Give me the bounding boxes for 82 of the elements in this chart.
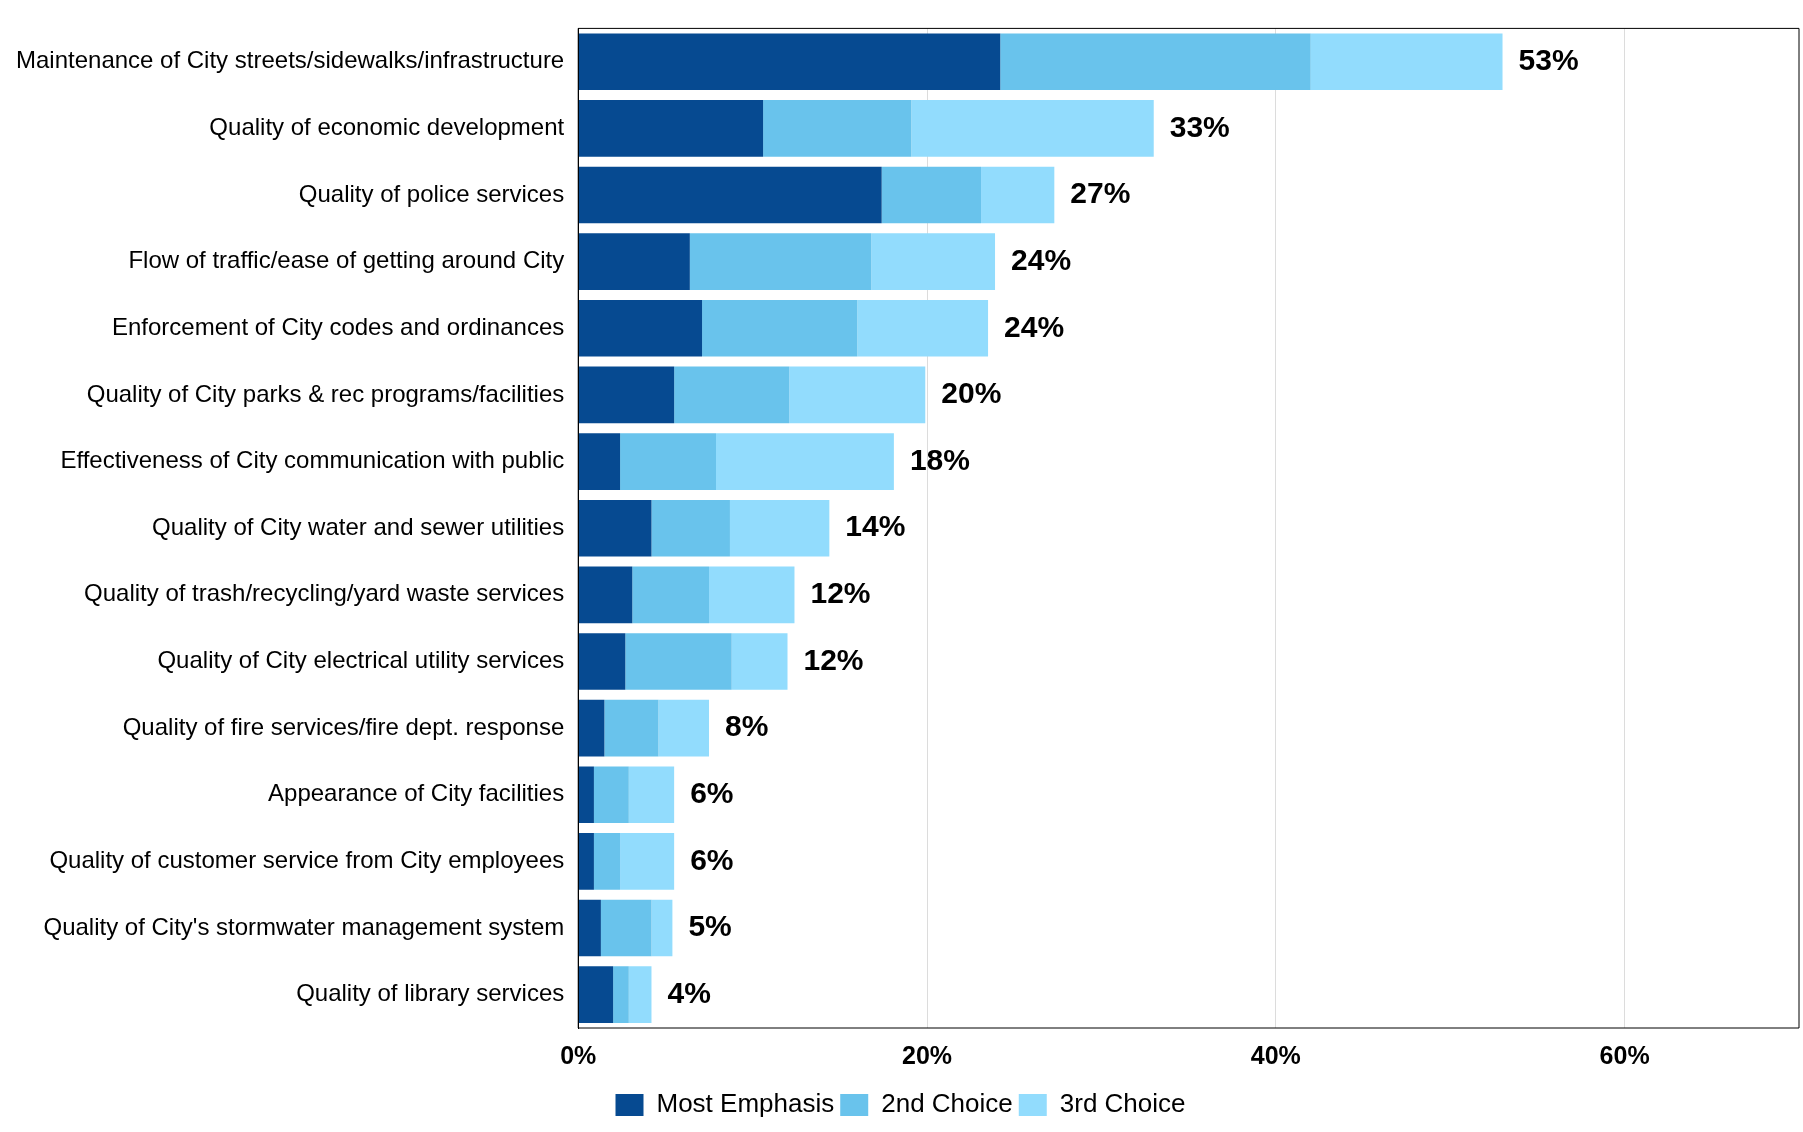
bar <box>578 166 882 224</box>
bar <box>881 166 982 224</box>
bar <box>578 566 633 624</box>
bar <box>604 699 659 757</box>
y-tick-label: Quality of police services <box>298 179 565 207</box>
bar <box>981 166 1055 224</box>
legend-label: 2nd Choice <box>881 1088 1013 1119</box>
y-tick-label: Quality of library services <box>296 979 565 1007</box>
bar <box>632 566 710 624</box>
bar <box>620 433 716 490</box>
bar <box>578 366 675 424</box>
bar <box>674 366 790 424</box>
bar <box>1310 33 1503 91</box>
bar <box>578 966 614 1023</box>
bar <box>578 100 764 157</box>
total-label: 27% <box>1070 176 1131 210</box>
y-tick-label: Enforcement of City codes and ordinances <box>111 312 565 340</box>
bar <box>763 100 912 157</box>
y-tick-label: Quality of trash/recycling/yard waste services <box>84 579 565 607</box>
bar <box>578 433 621 490</box>
bar <box>709 566 795 624</box>
x-tick-label: 40% <box>1250 1040 1301 1069</box>
bar <box>613 966 629 1023</box>
bar <box>578 499 652 557</box>
bar <box>689 233 872 290</box>
x-tick-label: 0% <box>560 1040 597 1069</box>
bar <box>702 299 858 357</box>
bar <box>625 633 732 690</box>
total-label: 8% <box>725 709 769 743</box>
bar <box>871 233 996 290</box>
bar <box>620 833 675 890</box>
bar <box>600 899 652 957</box>
bar <box>731 633 788 690</box>
bar <box>857 299 989 357</box>
total-label: 18% <box>909 442 970 476</box>
y-tick-label: Quality of City water and sewer utilities <box>152 512 565 540</box>
total-label: 24% <box>1011 242 1072 276</box>
x-tick-label: 20% <box>902 1040 953 1069</box>
bar <box>628 766 675 824</box>
bar <box>911 100 1154 157</box>
total-label: 33% <box>1169 109 1230 143</box>
y-tick-label: Quality of customer service from City employees <box>49 846 565 874</box>
bar <box>651 499 730 557</box>
bar <box>716 433 894 490</box>
bar <box>578 699 605 757</box>
bar <box>578 766 594 824</box>
x-tick-label: 60% <box>1599 1040 1650 1069</box>
total-label: 6% <box>690 842 734 876</box>
legend-label: Most Emphasis <box>656 1088 835 1119</box>
bar <box>578 299 703 357</box>
y-tick-label: Quality of City electrical utility services <box>157 646 565 674</box>
y-tick-label: Quality of City parks & rec programs/facilities <box>86 379 565 407</box>
bar <box>578 833 594 890</box>
legend-label: 3rd Choice <box>1059 1088 1186 1119</box>
y-tick-label: Quality of economic development <box>209 112 565 140</box>
total-label: 14% <box>845 509 906 543</box>
y-tick-label: Appearance of City facilities <box>268 779 565 807</box>
bar <box>651 899 673 957</box>
bar <box>593 766 629 824</box>
total-label: 24% <box>1004 309 1065 343</box>
bar <box>628 966 652 1023</box>
y-tick-label: Effectiveness of City communication with public <box>60 446 565 474</box>
total-label: 6% <box>690 776 734 810</box>
bar <box>593 833 621 890</box>
y-tick-label: Quality of fire services/fire dept. response <box>122 712 565 740</box>
bar <box>789 366 926 424</box>
total-label: 5% <box>688 909 732 943</box>
bar <box>729 499 830 557</box>
bar <box>578 233 690 290</box>
bar <box>658 699 710 757</box>
y-tick-label: Flow of traffic/ease of getting around City <box>128 246 565 274</box>
total-label: 53% <box>1518 42 1579 76</box>
total-label: 12% <box>810 576 871 610</box>
total-label: 12% <box>803 642 864 676</box>
y-tick-label: Quality of City's stormwater management system <box>43 912 565 940</box>
bar <box>1000 33 1311 91</box>
bar <box>578 899 601 957</box>
total-label: 20% <box>941 376 1002 410</box>
total-label: 4% <box>667 975 711 1009</box>
bar <box>578 33 1001 91</box>
y-tick-label: Maintenance of City streets/sidewalks/infrastructure <box>15 46 565 74</box>
bar <box>578 633 626 690</box>
